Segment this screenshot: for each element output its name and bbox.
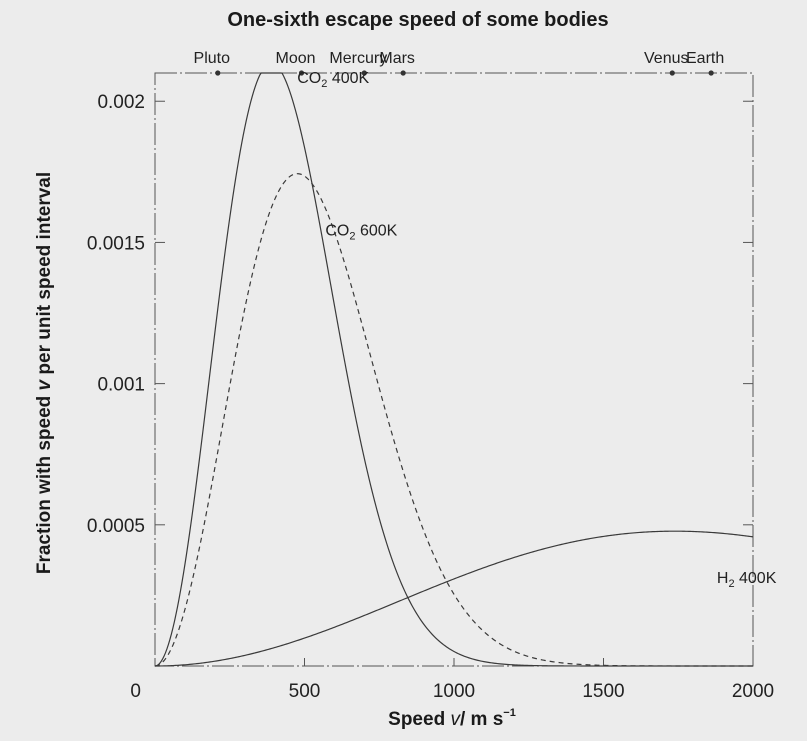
series-line-1	[154, 72, 753, 667]
plot-frame	[154, 72, 754, 667]
axis-ticks: 0.0005 0.001 0.0015 0.002 0 500 1000 1500 2000	[87, 92, 774, 702]
series-label-2: CO2 600K	[325, 223, 397, 243]
curves	[154, 72, 754, 667]
series-line-3	[155, 530, 754, 667]
body-label: Earth	[686, 50, 724, 67]
body-marker	[215, 70, 221, 76]
x-tick-label: 0	[130, 681, 141, 702]
body-marker	[361, 70, 367, 76]
body-marker	[708, 70, 714, 76]
y-tick-label: 0.0015	[87, 233, 145, 254]
body-marker	[669, 70, 675, 76]
series-label-3: H2 400K	[717, 570, 777, 590]
body-label: Moon	[275, 50, 315, 67]
chart-title: One-sixth escape speed of some bodies	[227, 9, 608, 31]
x-tick-label: 500	[289, 681, 321, 702]
x-tick-label: 1500	[582, 681, 624, 702]
y-tick-label: 0.002	[97, 92, 145, 113]
body-marker	[298, 70, 305, 76]
body-label: Mercury	[329, 50, 387, 67]
x-axis-title: Speed v/ m s−1	[388, 707, 516, 730]
body-label: Mars	[379, 50, 415, 67]
series-label-1: CO2 400K	[297, 70, 369, 90]
body-label: Pluto	[194, 50, 231, 67]
y-axis-title: Fraction with speed v per unit speed int…	[34, 172, 55, 574]
y-tick-label: 0.0005	[87, 516, 145, 537]
series-labels: CO2 400K CO2 600K H2 400K	[297, 70, 776, 590]
y-tick-label: 0.001	[97, 375, 145, 396]
x-tick-label: 1000	[433, 681, 475, 702]
body-marker	[400, 70, 406, 76]
x-tick-label: 2000	[732, 681, 774, 702]
series-line-2	[154, 173, 753, 667]
body-label: Venus	[644, 50, 688, 67]
